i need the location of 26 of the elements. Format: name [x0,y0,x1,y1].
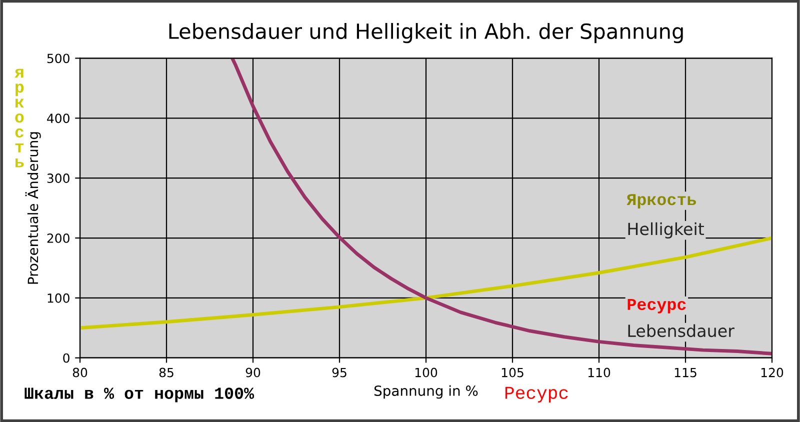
x-tick-label: 95 [332,368,346,378]
y-tick-label: 500 [47,54,70,64]
y-tick-label: 200 [47,233,70,243]
text: яркость [14,68,24,168]
x-axis-title: Spannung in % [374,385,478,399]
line-series [230,58,772,356]
x-tick-label: 90 [246,368,260,378]
y-axis-title: Prozentuale Änderung [25,132,41,284]
x-tick-label: 85 [159,368,174,378]
annotation: Ресурс [628,298,686,314]
text: Шкалы в % от нормы 100% [24,388,254,402]
x-tick-label: 115 [674,368,696,378]
y-tick-label: 300 [47,174,70,184]
x-tick-label: 105 [502,368,524,378]
x-tick-label: 100 [415,368,438,378]
series-label: Lebensdauer [628,324,734,338]
y-tick-label: 100 [48,293,70,303]
series-label: Helligkeit [628,222,704,238]
x-tick-label: 120 [761,368,784,378]
y-tick-label: 400 [47,114,70,124]
x-tick-label: 110 [588,368,610,378]
y-tick-label: 0 [63,353,70,363]
text: Ресурс [505,386,568,403]
chart-title: Lebensdauer und Helligkeit in Abh. der Spannung [169,22,683,44]
annotation: Яркость [626,194,696,209]
x-tick-label: 80 [72,368,88,378]
